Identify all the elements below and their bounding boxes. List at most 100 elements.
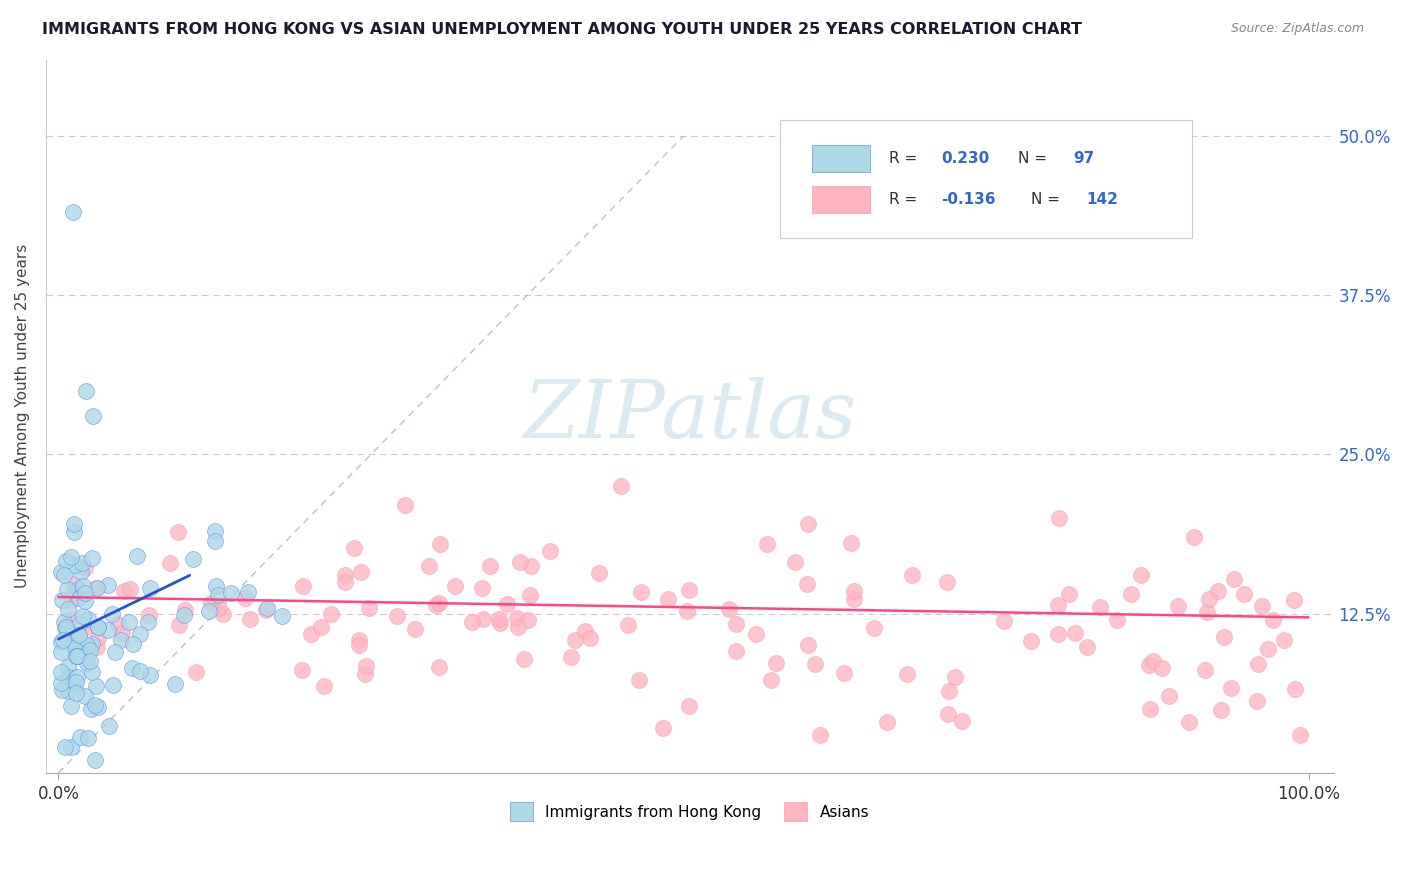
Point <box>211 607 233 621</box>
Point <box>1220 681 1243 695</box>
Point <box>319 607 342 622</box>
Point <box>1206 584 1229 599</box>
Point <box>1152 661 1174 675</box>
Point <box>62 205 84 219</box>
Point <box>84 679 107 693</box>
Point <box>785 555 807 569</box>
Point <box>488 615 510 630</box>
Point <box>1119 587 1142 601</box>
Point <box>238 585 260 599</box>
Text: ZIPatlas: ZIPatlas <box>523 377 856 455</box>
Point <box>513 652 536 666</box>
Point <box>59 550 82 565</box>
Point <box>1047 511 1070 525</box>
Legend: Immigrants from Hong Kong, Asians: Immigrants from Hong Kong, Asians <box>506 798 873 826</box>
Point <box>1194 663 1216 677</box>
Point <box>676 603 699 617</box>
Point <box>87 620 110 634</box>
Point <box>73 586 96 600</box>
Point <box>138 668 160 682</box>
Point <box>67 628 90 642</box>
Point <box>1284 682 1306 697</box>
Point <box>55 554 77 568</box>
Point <box>404 622 426 636</box>
Point <box>418 559 440 574</box>
Point <box>354 658 377 673</box>
Point <box>1223 572 1246 586</box>
FancyBboxPatch shape <box>813 186 870 213</box>
Point <box>1198 592 1220 607</box>
Point <box>385 609 408 624</box>
Point <box>1137 657 1160 672</box>
Point <box>80 665 103 679</box>
Point <box>309 620 332 634</box>
Point <box>574 624 596 638</box>
Point <box>1021 634 1043 648</box>
Point <box>832 665 855 680</box>
Point <box>579 631 602 645</box>
Point <box>797 517 820 532</box>
Point <box>198 604 221 618</box>
Point <box>204 533 226 548</box>
Point <box>1247 657 1270 671</box>
Point <box>496 597 519 611</box>
Point <box>335 568 357 582</box>
Point <box>630 585 652 599</box>
Point <box>86 620 108 634</box>
Point <box>444 579 467 593</box>
Text: N =: N = <box>1031 192 1064 207</box>
Point <box>66 582 89 597</box>
Point <box>65 670 87 684</box>
Point <box>1282 592 1305 607</box>
Point <box>803 657 825 671</box>
Point <box>58 683 80 698</box>
Point <box>839 536 862 550</box>
Point <box>184 665 207 679</box>
Point <box>56 622 79 636</box>
Point <box>1272 633 1295 648</box>
Point <box>239 612 262 626</box>
Point <box>291 579 314 593</box>
Point <box>58 613 80 627</box>
Point <box>347 632 370 647</box>
Point <box>896 667 918 681</box>
Point <box>63 517 86 532</box>
Point <box>343 541 366 555</box>
Point <box>560 650 582 665</box>
Point <box>1246 694 1268 708</box>
Point <box>63 641 86 656</box>
FancyBboxPatch shape <box>780 120 1192 238</box>
Point <box>83 753 105 767</box>
Text: N =: N = <box>1018 152 1052 166</box>
Point <box>111 625 134 640</box>
Point <box>56 602 79 616</box>
Point <box>66 649 89 664</box>
Point <box>427 596 450 610</box>
Point <box>717 602 740 616</box>
Point <box>73 621 96 635</box>
Point <box>347 638 370 652</box>
Point <box>628 673 651 687</box>
Point <box>60 588 83 602</box>
Point <box>127 549 149 563</box>
Point <box>56 582 79 596</box>
Point <box>1047 626 1070 640</box>
Point <box>121 661 143 675</box>
Point <box>97 719 120 733</box>
Point <box>1076 640 1098 654</box>
Point <box>254 603 277 617</box>
Point <box>49 665 72 680</box>
Point <box>519 588 541 602</box>
Point <box>1142 654 1164 668</box>
Point <box>79 702 101 716</box>
Point <box>70 556 93 570</box>
Point <box>1063 625 1085 640</box>
Point <box>49 676 72 690</box>
Point <box>72 579 94 593</box>
Point <box>69 730 91 744</box>
Point <box>472 612 495 626</box>
Point <box>651 721 673 735</box>
Point <box>76 656 98 670</box>
Point <box>49 645 72 659</box>
Point <box>657 592 679 607</box>
